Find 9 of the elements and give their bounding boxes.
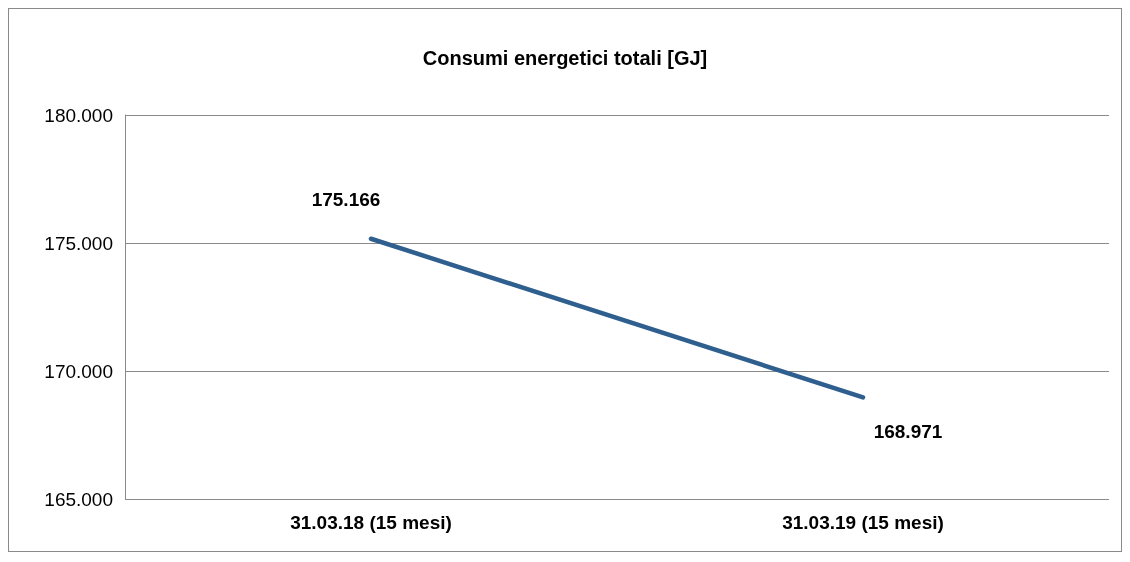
y-tick-label: 180.000 — [44, 104, 113, 126]
chart-title: Consumi energetici totali [GJ] — [422, 47, 708, 69]
y-tick-label: 175.000 — [44, 232, 113, 254]
data-label: 175.166 — [311, 188, 381, 210]
data-label: 168.971 — [873, 421, 943, 443]
y-tick-label: 165.000 — [44, 488, 113, 510]
x-tick-label: 31.03.18 (15 mesi) — [290, 512, 452, 533]
x-tick-label: 31.03.19 (15 mesi) — [782, 512, 944, 533]
y-tick-label: 170.000 — [44, 360, 113, 382]
